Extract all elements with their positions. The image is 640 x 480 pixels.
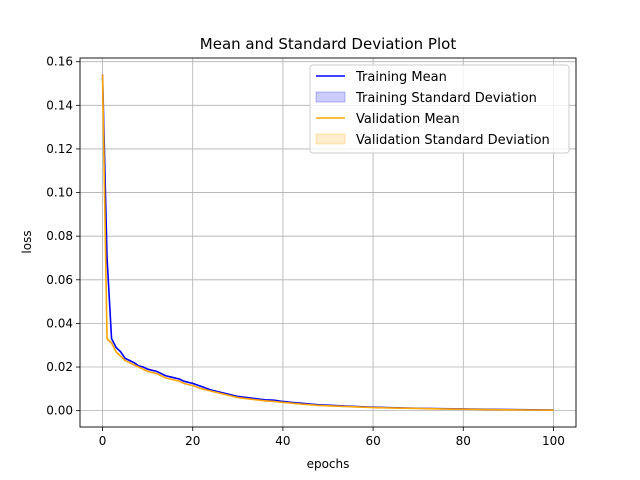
legend-label: Training Standard Deviation: [355, 91, 537, 106]
legend-label: Validation Standard Deviation: [356, 133, 550, 148]
y-tick-label: 0.04: [46, 316, 73, 330]
chart-title: Mean and Standard Deviation Plot: [200, 35, 457, 53]
x-tick-label: 20: [185, 434, 200, 448]
y-tick-label: 0.06: [46, 273, 73, 287]
y-axis-label: loss: [20, 230, 34, 253]
x-tick-label: 100: [542, 434, 565, 448]
legend-band-swatch: [315, 91, 346, 103]
legend-band-swatch: [315, 133, 346, 145]
x-axis-ticks: 0 20 40 60 80 100: [99, 427, 565, 448]
y-tick-label: 0.00: [46, 404, 73, 418]
legend: Training Mean Training Standard Deviation…: [309, 64, 570, 154]
x-tick-label: 60: [365, 434, 380, 448]
legend-box: [309, 64, 570, 154]
plot-frame: [79, 57, 577, 428]
mean-line-1: [101, 74, 554, 412]
y-tick-label: 0.08: [46, 229, 73, 243]
y-tick-label: 0.10: [46, 186, 73, 200]
y-tick-label: 0.12: [46, 142, 73, 156]
y-tick-label: 0.14: [46, 98, 73, 112]
y-axis-ticks: 0.00 0.02 0.04 0.06 0.08 0.10 0.12 0.14 0.16: [46, 55, 80, 418]
x-axis-label: epochs: [307, 457, 350, 471]
x-tick-label: 0: [99, 434, 107, 448]
x-tick-label: 40: [275, 434, 290, 448]
y-tick-label: 0.02: [46, 360, 73, 374]
legend-label: Training Mean: [355, 70, 447, 85]
y-tick-label: 0.16: [46, 55, 73, 69]
mean-lines: [101, 74, 554, 412]
legend-label: Validation Mean: [356, 112, 460, 127]
x-tick-label: 80: [456, 434, 471, 448]
